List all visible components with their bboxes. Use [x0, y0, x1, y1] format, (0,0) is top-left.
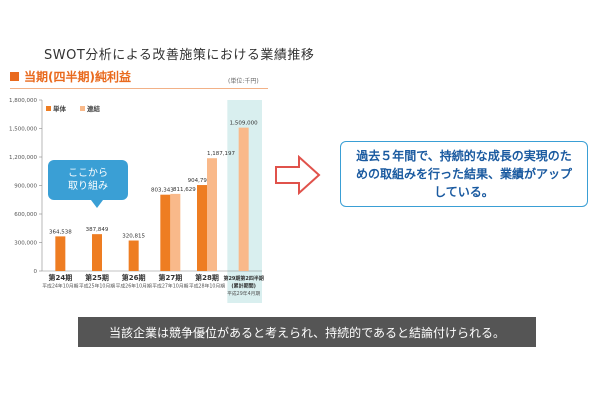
y-tick-label: 0	[34, 269, 38, 275]
x-tick-label: 第24期	[48, 273, 72, 282]
result-text: 過去５年間で、持続的な成長の実現のための取組みを行った結果、業績がアップしている…	[355, 149, 572, 199]
result-box: 過去５年間で、持続的な成長の実現のための取組みを行った結果、業績がアップしている…	[340, 141, 588, 207]
section-underline	[10, 88, 268, 89]
data-label: 1,509,000	[230, 121, 258, 127]
y-tick-label: 1,500,000	[9, 127, 37, 133]
x-tick-label: 第27期	[158, 273, 182, 282]
legend-label-2: 連結	[87, 104, 101, 113]
data-label: 364,538	[49, 229, 72, 235]
section-marker-icon	[10, 72, 19, 81]
section-title: 当期(四半期)純利益	[24, 70, 131, 84]
profit-bar-chart: 0 300,000 600,000 900,000 1,200,000 1,500,000…	[9, 98, 264, 303]
bar-single-5	[197, 185, 207, 271]
bar-consolidated-5	[207, 158, 217, 271]
start-callout: ここから 取り組み	[48, 160, 128, 200]
callout-pointer	[91, 200, 103, 208]
legend-swatch-1	[46, 106, 51, 111]
bar-consolidated-6	[238, 127, 249, 271]
x-tick-label: 平成28年10月期	[189, 283, 225, 290]
x-tick-label: 第26期	[122, 273, 146, 282]
unit-label: (単位:千円)	[228, 78, 259, 85]
page-title: SWOT分析による改善施策における業績推移	[44, 48, 315, 63]
x-tick-label: 平成24年10月期	[42, 283, 78, 290]
x-tick-label: 第28期	[195, 273, 219, 282]
bar-single-3	[128, 240, 139, 271]
x-tick-label: 平成26年10月期	[116, 283, 152, 290]
data-label: 387,849	[86, 227, 109, 233]
x-tick-label: (累計期間)	[231, 283, 256, 290]
section-header: 当期(四半期)純利益	[10, 68, 268, 89]
data-label: 811,629	[173, 187, 196, 193]
bar-single-2	[92, 234, 102, 271]
legend-label-1: 単体	[53, 104, 67, 113]
x-tick-label: 第25期	[85, 273, 109, 282]
legend-swatch-2	[80, 106, 85, 111]
data-label: 803,343	[151, 188, 174, 194]
y-tick-label: 300,000	[14, 241, 37, 247]
data-label: 1,187,197	[207, 151, 235, 157]
bar-single-1	[55, 236, 66, 271]
x-tick-label: 平成27年10月期	[152, 283, 188, 290]
x-tick-label: 平成25年10月期	[79, 283, 115, 290]
y-tick-label: 1,800,000	[9, 98, 37, 104]
conclusion-banner: 当該企業は競争優位があると考えられ、持続的であると結論付けられる。	[78, 317, 536, 347]
x-tick-label: 第29期第2四半期	[223, 275, 263, 282]
y-tick-label: 600,000	[14, 212, 37, 218]
data-label: 320,815	[122, 234, 145, 240]
bar-consolidated-4	[170, 193, 181, 271]
x-tick-label: 平成29年4月期	[227, 290, 260, 297]
right-arrow-icon	[275, 155, 321, 195]
y-tick-label: 1,200,000	[9, 155, 37, 161]
bar-single-4	[160, 194, 171, 271]
callout-line-1: ここから	[68, 168, 108, 179]
y-tick-label: 900,000	[14, 184, 37, 190]
data-label: 904,792	[188, 178, 211, 184]
callout-line-2: 取り組み	[68, 181, 108, 192]
